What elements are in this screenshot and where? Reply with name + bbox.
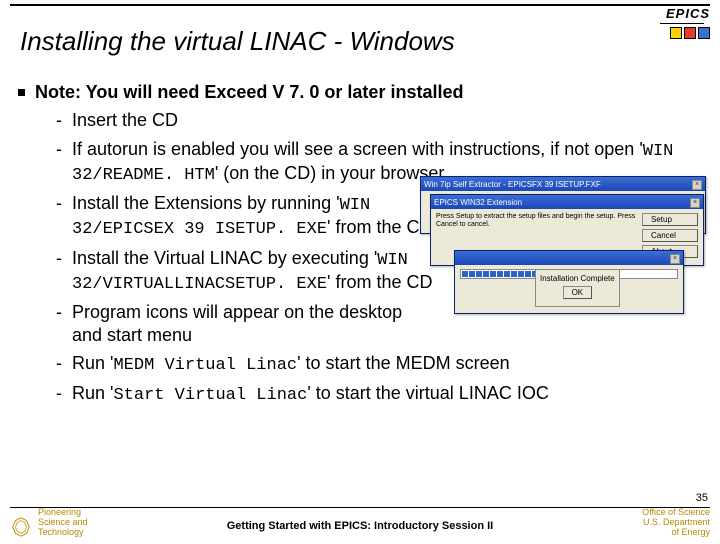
installer-body-text: Press Setup to extract the setup files a… <box>436 213 636 230</box>
list-item-text: Run 'Start Virtual Linac' to start the v… <box>72 382 706 406</box>
extension-title: EPICS WIN32 Extension <box>434 198 522 207</box>
epics-box-red <box>684 27 696 39</box>
installer-screenshot: Win 7ip Self Extractor - EPICSFX 39 ISET… <box>420 176 706 316</box>
progress-titlebar: × <box>455 251 683 265</box>
close-icon[interactable]: × <box>690 198 700 208</box>
setup-button[interactable]: Setup <box>642 213 698 226</box>
list-item-text: Install the Virtual LINAC by executing '… <box>72 247 434 296</box>
dash-icon: - <box>56 109 62 132</box>
page-number: 35 <box>696 492 708 504</box>
dash-icon: - <box>56 138 62 161</box>
epics-logo-text: EPICS <box>654 6 710 21</box>
list-item-text: Program icons will appear on the desktop… <box>72 301 434 346</box>
dash-icon: - <box>56 247 62 270</box>
progress-title <box>458 254 460 263</box>
close-icon[interactable]: × <box>692 180 702 190</box>
page-title: Installing the virtual LINAC - Windows <box>20 26 630 57</box>
extension-titlebar: EPICS WIN32 Extension × <box>431 195 703 209</box>
footer-rule <box>10 507 710 508</box>
footer-right-3: of Energy <box>642 528 710 538</box>
dash-icon: - <box>56 301 62 324</box>
winzip-title: Win 7ip Self Extractor - EPICSFX 39 ISET… <box>424 180 601 189</box>
winzip-titlebar: Win 7ip Self Extractor - EPICSFX 39 ISET… <box>421 177 705 191</box>
complete-dialog-title: Installation Complete <box>540 274 615 283</box>
footer-center: Getting Started with EPICS: Introductory… <box>0 520 720 532</box>
footer: 35 Pioneering Science and Technology Get… <box>0 496 720 544</box>
list-item-text: Insert the CD <box>72 109 706 132</box>
list-item-text: Run 'MEDM Virtual Linac' to start the ME… <box>72 352 706 376</box>
dash-icon: - <box>56 352 62 375</box>
cancel-button[interactable]: Cancel <box>642 229 698 242</box>
bullet-icon <box>18 89 25 96</box>
epics-logo: EPICS <box>654 6 710 39</box>
note-text: Note: You will need Exceed V 7. 0 or lat… <box>35 82 463 103</box>
list-item: -Run 'MEDM Virtual Linac' to start the M… <box>56 352 706 376</box>
ok-button[interactable]: OK <box>563 286 593 299</box>
epics-box-blue <box>698 27 710 39</box>
complete-dialog: Installation Complete OK <box>535 269 620 307</box>
dash-icon: - <box>56 382 62 405</box>
epics-box-yellow <box>670 27 682 39</box>
close-icon[interactable]: × <box>670 254 680 264</box>
dash-icon: - <box>56 192 62 215</box>
list-item-text: Install the Extensions by running 'WIN 3… <box>72 192 434 241</box>
footer-right: Office of Science U.S. Department of Ene… <box>642 508 710 538</box>
list-item: -Insert the CD <box>56 109 706 132</box>
list-item: -Run 'Start Virtual Linac' to start the … <box>56 382 706 406</box>
